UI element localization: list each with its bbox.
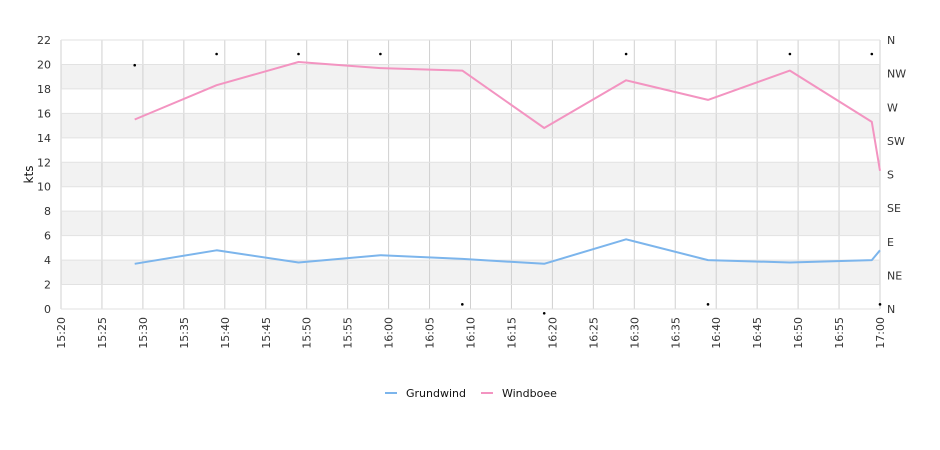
x-tick-label: 16:20	[546, 317, 559, 349]
x-tick-label: 15:20	[55, 317, 68, 349]
y-tick-label: 12	[37, 156, 51, 169]
direction-points	[133, 52, 882, 315]
x-axis-ticks: 15:20 15:25 15:30 15:35 15:40 15:45 15:50 15:55…	[55, 317, 887, 349]
x-tick-label: 17:00	[874, 317, 887, 349]
direction-tick-label: SE	[887, 202, 901, 215]
direction-tick-label: W	[887, 101, 898, 114]
direction-point	[870, 52, 874, 56]
x-tick-label: 16:05	[424, 317, 437, 349]
direction-tick-label: N	[887, 303, 895, 316]
direction-tick-label: SW	[887, 135, 905, 148]
x-tick-label: 16:15	[505, 317, 518, 349]
series-line-grundwind	[134, 238, 881, 265]
direction-point	[461, 303, 464, 306]
direction-point	[215, 52, 218, 56]
y-tick-label: 14	[37, 132, 51, 145]
x-gridlines	[60, 40, 881, 309]
y-axis-title: kts	[22, 166, 36, 184]
x-tick-label: 15:30	[137, 317, 150, 349]
x-tick-label: 16:50	[792, 317, 805, 349]
x-tick-label: 15:35	[178, 317, 191, 349]
x-tick-label: 15:45	[260, 317, 273, 349]
y-gridlines	[61, 39, 880, 310]
y-tick-label: 4	[44, 254, 51, 267]
x-tick-label: 15:25	[96, 317, 109, 349]
direction-tick-label: N	[887, 34, 895, 47]
right-axis-ticks: N NE E SE S SW W NW N	[887, 34, 906, 316]
left-axis-ticks: 0 2 4 6 8 10 12 14 16 18 20 22	[37, 34, 51, 316]
x-tick-label: 15:40	[219, 317, 232, 349]
y-tick-label: 18	[37, 83, 51, 96]
x-tick-label: 15:55	[342, 317, 355, 349]
x-tick-label: 16:00	[383, 317, 396, 349]
series-lines	[134, 61, 881, 265]
y-tick-label: 20	[37, 58, 51, 71]
legend-item-label: Grundwind	[406, 387, 466, 400]
y-tick-label: 22	[37, 34, 51, 47]
x-tick-label: 16:40	[710, 317, 723, 349]
direction-point	[706, 303, 710, 306]
y-tick-label: 10	[37, 181, 51, 194]
direction-point	[624, 52, 628, 56]
direction-point	[878, 303, 882, 306]
y-tick-label: 8	[44, 205, 51, 218]
y-tick-label: 16	[37, 107, 51, 120]
direction-tick-label: NW	[887, 68, 906, 81]
x-tick-label: 16:30	[628, 317, 641, 349]
legend: Grundwind Windboee	[385, 387, 557, 400]
x-tick-label: 16:25	[587, 317, 600, 349]
direction-point	[542, 311, 546, 315]
y-tick-label: 0	[44, 303, 51, 316]
direction-point	[297, 52, 300, 56]
y-tick-label: 2	[44, 279, 51, 292]
x-tick-label: 16:45	[751, 317, 764, 349]
x-tick-label: 16:55	[833, 317, 846, 349]
series-line-windboee	[134, 61, 881, 171]
direction-point	[133, 63, 137, 67]
x-tick-label: 16:35	[669, 317, 682, 349]
y-tick-label: 6	[44, 230, 51, 243]
direction-tick-label: NE	[887, 269, 902, 282]
direction-point	[788, 52, 792, 56]
x-tick-label: 16:10	[465, 317, 478, 349]
direction-tick-label: E	[887, 236, 894, 249]
direction-point	[379, 52, 382, 56]
legend-item-label: Windboee	[502, 387, 557, 400]
x-tick-label: 15:50	[301, 317, 314, 349]
direction-tick-label: S	[887, 169, 894, 182]
